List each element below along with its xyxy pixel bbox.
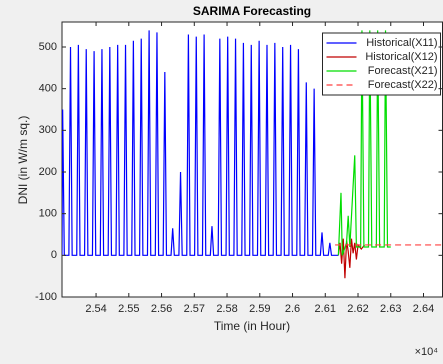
- y-tick-label: 200: [39, 166, 57, 178]
- x-tick-label: 2.6: [285, 303, 300, 315]
- chart-title: SARIMA Forecasting: [193, 4, 311, 18]
- x-tick-label: 2.54: [85, 303, 106, 315]
- legend-label: Historical(X12): [365, 51, 437, 63]
- y-tick-label: 100: [39, 208, 57, 220]
- y-tick-label: -100: [35, 291, 57, 303]
- x-tick-label: 2.63: [380, 303, 401, 315]
- y-axis-label: DNI (in W/m sq.): [16, 116, 30, 205]
- legend: Historical(X11) Historical(X12) Forecast(X…: [322, 32, 441, 96]
- x-tick-label: 2.56: [151, 303, 172, 315]
- plot-lines: [62, 30, 443, 279]
- x-axis-label: Time (in Hour): [214, 319, 290, 333]
- x-tick-label: 2.55: [118, 303, 139, 315]
- series-line: [337, 30, 391, 256]
- x-tick-label: 2.64: [413, 303, 434, 315]
- y-tick-label: 500: [39, 41, 57, 53]
- y-tick-label: 0: [51, 249, 57, 261]
- x-exponent: ×10⁴: [415, 346, 439, 358]
- legend-label: Forecast(X21): [368, 65, 438, 77]
- x-tick-label: 2.61: [315, 303, 336, 315]
- x-tick-label: 2.58: [216, 303, 237, 315]
- legend-label: Forecast(X22): [368, 79, 438, 91]
- series-line: [62, 30, 339, 256]
- x-tick-label: 2.57: [184, 303, 205, 315]
- x-tick-label: 2.62: [347, 303, 368, 315]
- legend-label: Historical(X11): [366, 37, 437, 49]
- x-tick-label: 2.59: [249, 303, 270, 315]
- y-tick-label: 400: [39, 83, 57, 95]
- y-tick-label: 300: [39, 124, 57, 136]
